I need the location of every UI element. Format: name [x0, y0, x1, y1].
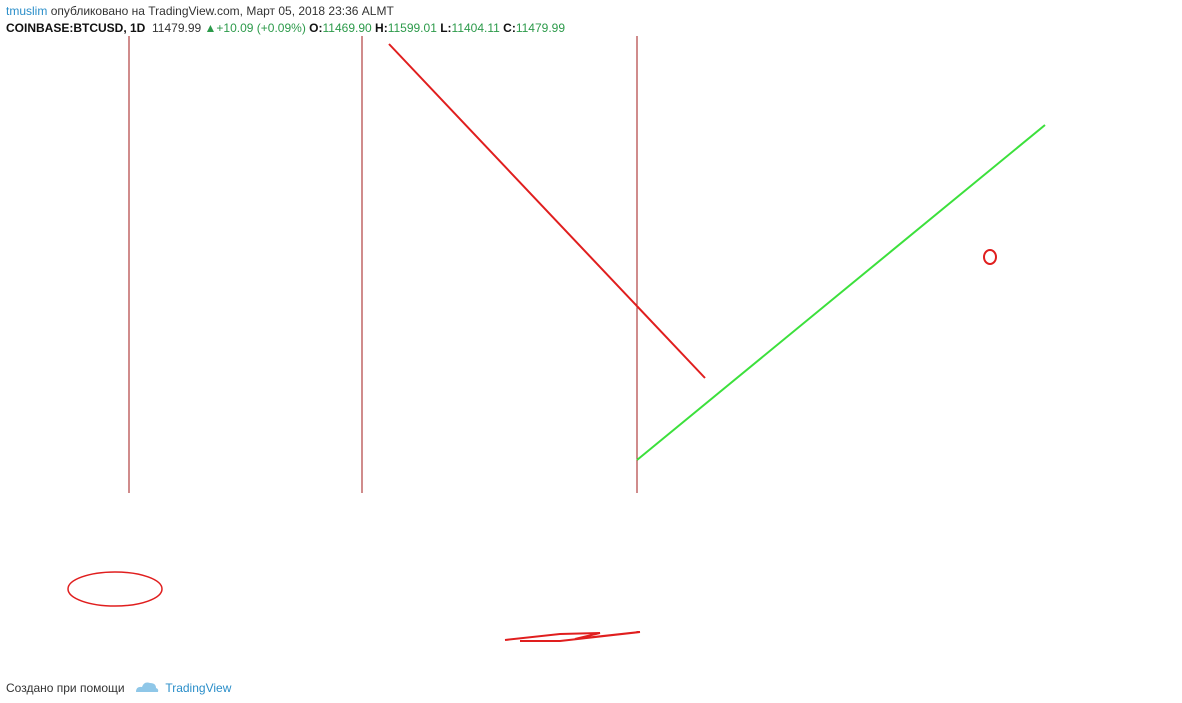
last: 11479.99	[152, 21, 202, 35]
h: 11599.01	[387, 21, 437, 35]
published: опубликовано на TradingView.com, Март 05…	[50, 4, 394, 18]
c: 11479.99	[515, 21, 566, 35]
circle-mark	[983, 249, 997, 265]
footer-text: Создано при помощи	[6, 681, 125, 695]
symbol: COINBASE:BTCUSD, 1D	[6, 21, 146, 35]
arrow: ▲	[204, 21, 217, 35]
l-label: L:	[440, 21, 452, 35]
header: tmuslim опубликовано на TradingView.com,…	[6, 3, 565, 37]
header-line-2: COINBASE:BTCUSD, 1D 11479.99 ▲+10.09 (+0…	[6, 20, 565, 37]
ellipse-mark	[67, 571, 163, 607]
h-label: H:	[375, 21, 388, 35]
user[interactable]: tmuslim	[6, 4, 48, 18]
drawings	[67, 36, 1046, 642]
trend-line	[636, 124, 1046, 461]
trend-line	[388, 43, 706, 379]
c-label: C:	[503, 21, 516, 35]
o-label: O:	[309, 21, 323, 35]
chart	[67, 36, 1046, 642]
scribble	[504, 631, 641, 642]
logo	[135, 682, 159, 692]
logo-cloud	[135, 682, 159, 692]
footer: Создано при помощи TradingView	[6, 676, 231, 695]
l: 11404.11	[451, 21, 500, 35]
header-line-1: tmuslim опубликовано на TradingView.com,…	[6, 3, 565, 20]
o: 11469.90	[322, 21, 372, 35]
change: +10.09 (+0.09%)	[216, 21, 306, 35]
brand[interactable]: TradingView	[165, 681, 232, 695]
